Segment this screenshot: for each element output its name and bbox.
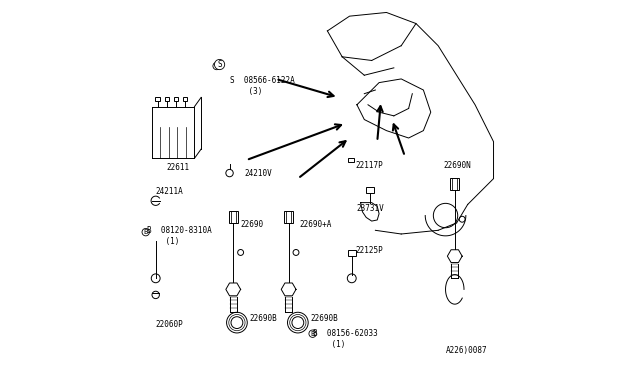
- Text: 22117P: 22117P: [355, 161, 383, 170]
- Text: 22690: 22690: [241, 220, 264, 229]
- Text: B: B: [310, 331, 315, 337]
- Text: 22690B: 22690B: [250, 314, 278, 323]
- Text: 24210V: 24210V: [244, 169, 272, 177]
- Text: 22060P: 22060P: [156, 320, 184, 329]
- Text: 22690+A: 22690+A: [300, 220, 332, 229]
- Text: A226)0087: A226)0087: [445, 346, 487, 355]
- Text: 23731V: 23731V: [357, 203, 385, 213]
- Text: B  08156-62033
    (1): B 08156-62033 (1): [312, 329, 378, 349]
- Text: B  08120-8310A
    (1): B 08120-8310A (1): [147, 226, 212, 246]
- Text: 22690N: 22690N: [444, 161, 472, 170]
- Text: S: S: [217, 60, 222, 69]
- Text: S: S: [214, 63, 219, 69]
- Bar: [164, 97, 169, 101]
- Text: B: B: [143, 229, 148, 235]
- Text: 24211A: 24211A: [156, 187, 184, 196]
- Text: S  08566-6122A
    (3): S 08566-6122A (3): [230, 76, 294, 96]
- Bar: [156, 97, 160, 101]
- Text: 22611: 22611: [167, 163, 190, 172]
- Bar: [174, 97, 178, 101]
- Bar: [183, 97, 188, 101]
- Text: 22125P: 22125P: [355, 246, 383, 255]
- Text: 22690B: 22690B: [311, 314, 339, 323]
